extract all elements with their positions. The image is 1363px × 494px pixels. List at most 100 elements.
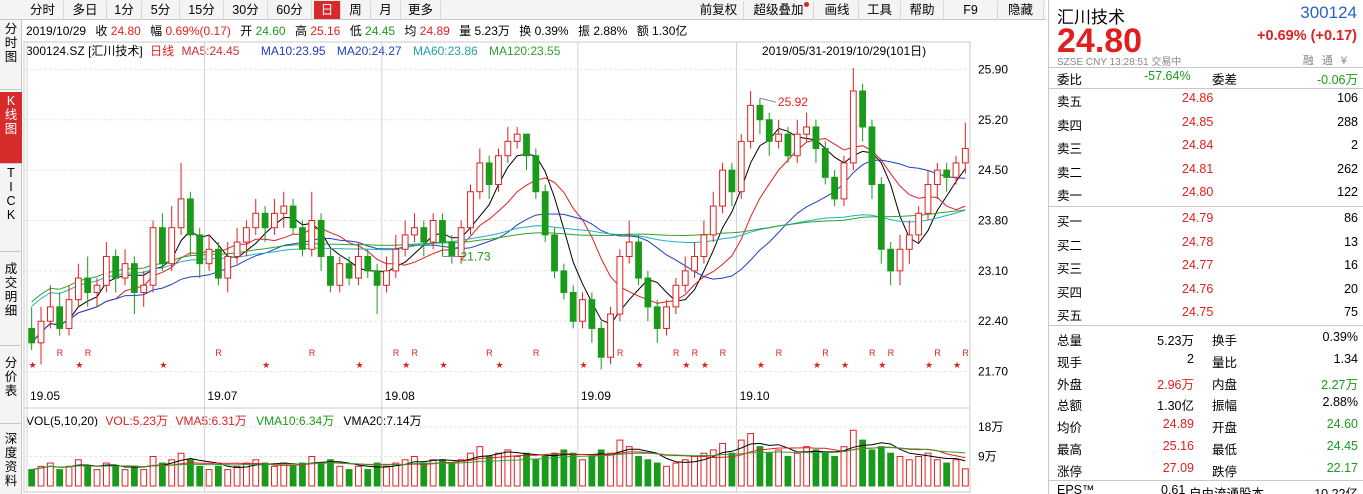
volume-bar[interactable] <box>308 456 316 487</box>
volume-bar[interactable] <box>121 469 129 487</box>
period-tab-5min[interactable]: 5分 <box>142 1 180 19</box>
tools-button[interactable]: 工具 <box>859 1 901 19</box>
volume-bar[interactable] <box>28 469 36 487</box>
candle[interactable] <box>485 155 493 199</box>
candle[interactable] <box>233 227 241 264</box>
sell-row[interactable]: 卖三 24.84 2 <box>1049 135 1363 157</box>
volume-bar[interactable] <box>588 456 596 487</box>
volume-bar[interactable] <box>56 469 64 487</box>
candle[interactable] <box>523 133 530 171</box>
candle[interactable] <box>504 126 512 163</box>
help-button[interactable]: 帮助 <box>901 1 944 19</box>
candle[interactable] <box>588 292 596 343</box>
candle[interactable] <box>383 256 390 293</box>
volume-bar[interactable] <box>513 456 521 487</box>
candle[interactable] <box>102 242 110 293</box>
volume-bar[interactable] <box>523 452 530 487</box>
volume-bar[interactable] <box>74 459 82 487</box>
candle[interactable] <box>849 67 857 171</box>
event-marker[interactable]: R <box>869 348 876 358</box>
volume-bar[interactable] <box>429 459 437 487</box>
margin-icon[interactable]: 融 <box>1302 55 1322 67</box>
event-marker[interactable]: R <box>822 348 829 358</box>
candle[interactable] <box>635 234 642 286</box>
period-tab-60min[interactable]: 60分 <box>268 1 312 19</box>
candle[interactable] <box>56 292 64 336</box>
volume-bar[interactable] <box>186 459 194 487</box>
volume-bar[interactable] <box>719 442 726 487</box>
candle[interactable] <box>709 191 717 243</box>
volume-bar[interactable] <box>961 468 969 487</box>
candle[interactable] <box>812 119 820 163</box>
candle[interactable] <box>327 249 334 293</box>
volume-bar[interactable] <box>233 465 241 487</box>
period-tab-month[interactable]: 月 <box>371 1 401 19</box>
volume-bar[interactable] <box>373 462 381 487</box>
candle[interactable] <box>644 270 652 322</box>
period-tab-fenshi[interactable]: 分时 <box>22 1 64 19</box>
period-tab-week[interactable]: 周 <box>341 1 371 19</box>
candle[interactable] <box>569 285 577 329</box>
candle[interactable] <box>364 249 372 279</box>
candle[interactable] <box>821 141 829 185</box>
period-tab-15min[interactable]: 15分 <box>180 1 224 19</box>
candle[interactable] <box>46 285 54 329</box>
volume-bar[interactable] <box>495 452 502 487</box>
buy-row[interactable]: 买三 24.77 16 <box>1049 255 1363 277</box>
period-tab-1min[interactable]: 1分 <box>107 1 142 19</box>
candle[interactable] <box>84 256 92 307</box>
volume-bar[interactable] <box>243 462 250 487</box>
candle[interactable] <box>186 191 194 257</box>
event-marker[interactable]: ★ <box>878 360 886 370</box>
volume-bar[interactable] <box>681 459 689 487</box>
candle[interactable] <box>121 249 129 286</box>
candle[interactable] <box>765 112 773 156</box>
volume-bar[interactable] <box>327 459 334 487</box>
event-marker[interactable]: ★ <box>402 360 410 370</box>
super-overlay-button[interactable]: 超级叠加 <box>744 1 814 19</box>
candle[interactable] <box>336 256 344 293</box>
volume-bar[interactable] <box>709 449 717 487</box>
volume-bar[interactable] <box>93 469 101 487</box>
candle[interactable] <box>672 278 680 315</box>
volume-bar[interactable] <box>831 456 839 487</box>
volume-bar[interactable] <box>280 462 288 487</box>
volume-bar[interactable] <box>271 465 278 487</box>
candle[interactable] <box>663 299 670 336</box>
volume-bar[interactable] <box>317 462 325 487</box>
candle[interactable] <box>140 270 148 307</box>
event-marker[interactable]: ★ <box>636 360 644 370</box>
sell-row[interactable]: 卖四 24.85 288 <box>1049 112 1363 134</box>
candle[interactable] <box>243 220 250 257</box>
volume-bar[interactable] <box>933 459 941 487</box>
candle[interactable] <box>149 220 157 293</box>
volume-bar[interactable] <box>625 446 633 487</box>
volume-bar[interactable] <box>485 456 493 487</box>
candle[interactable] <box>961 122 969 174</box>
candle[interactable] <box>261 206 269 243</box>
candle[interactable] <box>429 213 437 250</box>
volume-bar[interactable] <box>868 449 876 487</box>
candle[interactable] <box>728 162 736 207</box>
candle[interactable] <box>401 220 409 257</box>
volume-bar[interactable] <box>205 469 213 487</box>
candle[interactable] <box>756 98 764 135</box>
volume-bar[interactable] <box>560 449 568 487</box>
volume-bar[interactable] <box>336 465 344 487</box>
volume-bar[interactable] <box>420 462 428 487</box>
event-marker[interactable]: ★ <box>262 360 270 370</box>
candle[interactable] <box>93 278 101 307</box>
volume-bar[interactable] <box>476 446 484 487</box>
volume-bar[interactable] <box>383 465 390 487</box>
volume-bar[interactable] <box>793 452 801 487</box>
sell-row[interactable]: 卖二 24.81 262 <box>1049 159 1363 181</box>
candle[interactable] <box>476 148 484 199</box>
vtab-fenshi[interactable]: 分时图 <box>0 20 22 90</box>
volume-bar[interactable] <box>158 462 166 487</box>
candle[interactable] <box>691 242 698 279</box>
volume-bar[interactable] <box>130 465 138 487</box>
volume-bar[interactable] <box>224 469 232 487</box>
volume-bar[interactable] <box>607 452 614 487</box>
volume-bar[interactable] <box>392 462 400 487</box>
volume-bar[interactable] <box>756 446 764 487</box>
